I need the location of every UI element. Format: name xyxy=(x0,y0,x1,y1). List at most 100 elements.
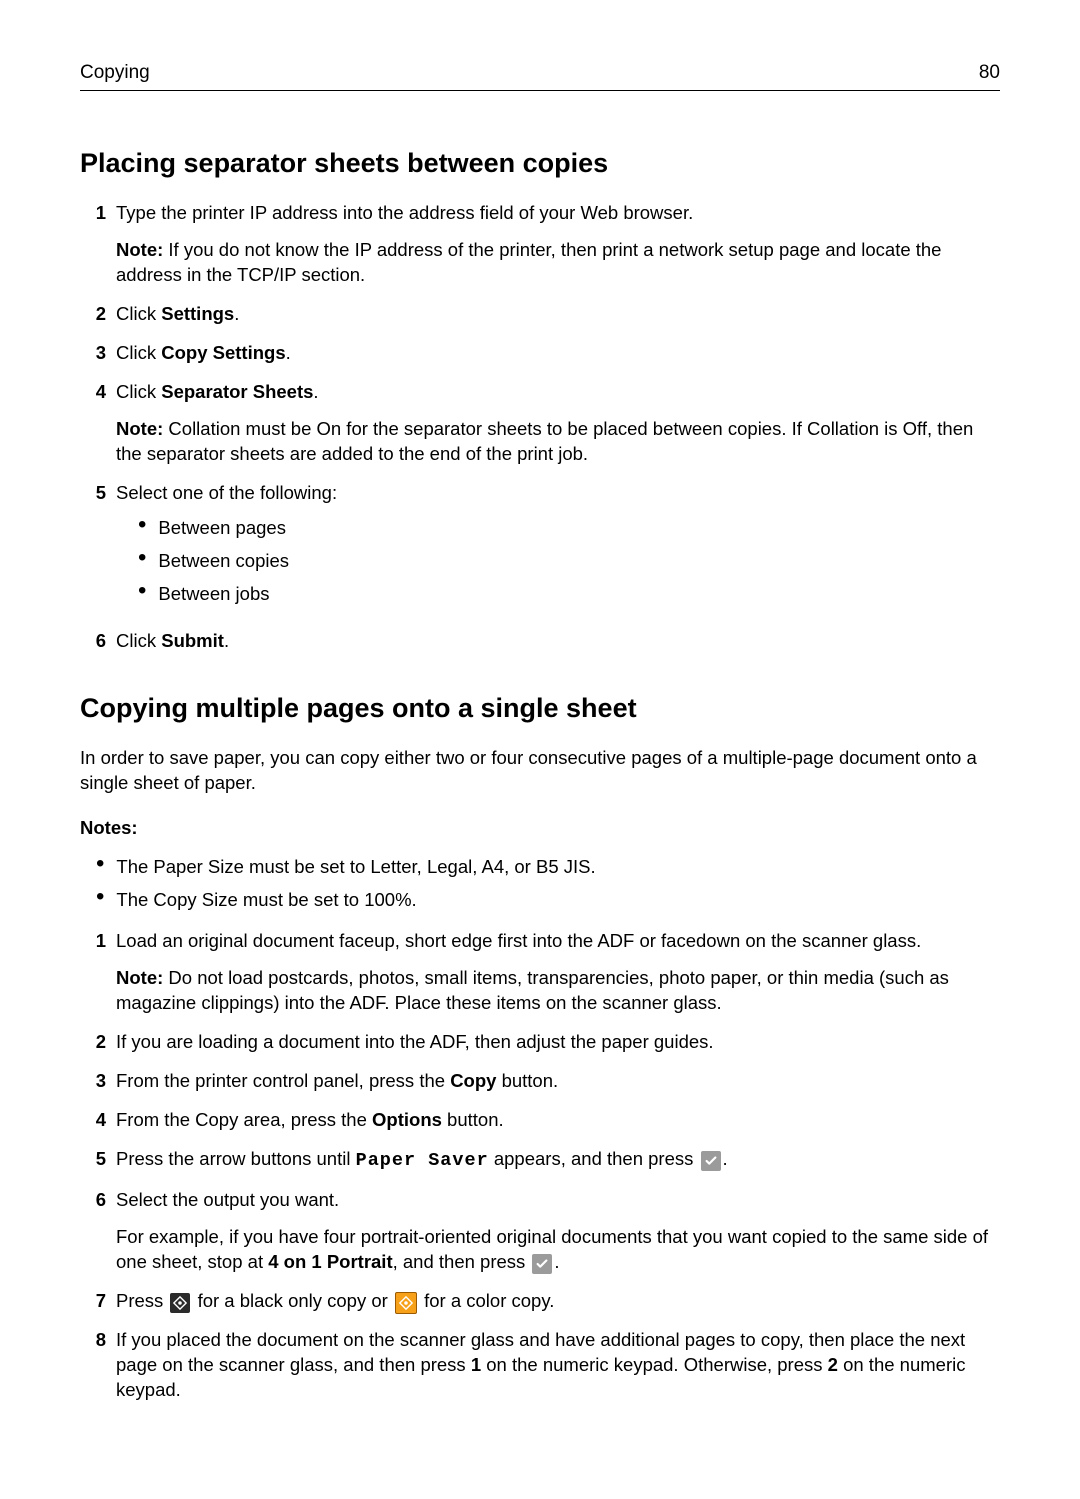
note-text: Do not load postcards, photos, small ite… xyxy=(116,967,949,1013)
step-text: If you are loading a document into the A… xyxy=(116,1031,714,1052)
step-body: Load an original document faceup, short … xyxy=(116,929,1000,1016)
note-label: Note: xyxy=(116,418,163,439)
step-number: 2 xyxy=(80,1030,106,1055)
step-mid: appears, and then press xyxy=(489,1148,699,1169)
step-body: Select the output you want. For example,… xyxy=(116,1188,1000,1275)
step-number: 8 xyxy=(80,1328,106,1353)
step-post: button. xyxy=(442,1109,504,1130)
step-pre: Press the arrow buttons until xyxy=(116,1148,356,1169)
bullet-item: Between jobs xyxy=(116,582,1000,607)
step-post: for a color copy. xyxy=(419,1290,554,1311)
step-pre: Click xyxy=(116,342,161,363)
step-pre: Click xyxy=(116,630,161,651)
steps-section1: 1 Type the printer IP address into the a… xyxy=(80,201,1000,654)
ui-label-separator-sheets: Separator Sheets xyxy=(161,381,313,402)
step-pre: Click xyxy=(116,303,161,324)
note-text: If you do not know the IP address of the… xyxy=(116,239,941,285)
note-label: Note: xyxy=(116,967,163,988)
start-black-button-icon xyxy=(170,1293,190,1313)
step-post: . xyxy=(224,630,229,651)
step-body: Click Separator Sheets. Note: Collation … xyxy=(116,380,1000,467)
step-number: 3 xyxy=(80,1069,106,1094)
notes-bullets: The Paper Size must be set to Letter, Le… xyxy=(80,855,1000,913)
ui-label-settings: Settings xyxy=(161,303,234,324)
step-number: 5 xyxy=(80,481,106,506)
bullet-item: The Paper Size must be set to Letter, Le… xyxy=(80,855,1000,880)
step-pre: From the Copy area, press the xyxy=(116,1109,372,1130)
step-body: From the Copy area, press the Options bu… xyxy=(116,1108,1000,1133)
step-body: From the printer control panel, press th… xyxy=(116,1069,1000,1094)
example-mid: , and then press xyxy=(393,1251,531,1272)
step-body: If you placed the document on the scanne… xyxy=(116,1328,1000,1403)
note-label: Note: xyxy=(116,239,163,260)
bullet-item: Between pages xyxy=(116,516,1000,541)
bullet-text: Between jobs xyxy=(158,582,269,607)
step: 2 If you are loading a document into the… xyxy=(80,1030,1000,1055)
step-pre: Click xyxy=(116,381,161,402)
step-example: For example, if you have four portrait-o… xyxy=(116,1225,1000,1275)
section-intro: In order to save paper, you can copy eit… xyxy=(80,746,1000,796)
step-post: . xyxy=(234,303,239,324)
check-button-icon xyxy=(532,1254,552,1274)
ui-label-copy: Copy xyxy=(450,1070,496,1091)
step-number: 1 xyxy=(80,201,106,226)
ui-label-options: Options xyxy=(372,1109,442,1130)
start-color-button-icon xyxy=(395,1292,417,1314)
step-body: Select one of the following: Between pag… xyxy=(116,481,1000,615)
step-text: Select the output you want. xyxy=(116,1189,339,1210)
step-number: 3 xyxy=(80,341,106,366)
step-body: Type the printer IP address into the add… xyxy=(116,201,1000,288)
step-mid: for a black only copy or xyxy=(192,1290,393,1311)
step-bullets: Between pages Between copies Between job… xyxy=(116,516,1000,607)
page-header: Copying 80 xyxy=(80,60,1000,91)
step: 2 Click Settings. xyxy=(80,302,1000,327)
bullet-text: The Copy Size must be set to 100%. xyxy=(116,888,416,913)
ui-label-submit: Submit xyxy=(161,630,224,651)
section-title-separator-sheets: Placing separator sheets between copies xyxy=(80,145,1000,181)
step-body: If you are loading a document into the A… xyxy=(116,1030,1000,1055)
bullet-text: Between copies xyxy=(158,549,289,574)
bullet-item: The Copy Size must be set to 100%. xyxy=(80,888,1000,913)
document-page: Copying 80 Placing separator sheets betw… xyxy=(0,0,1080,1499)
step-post: . xyxy=(286,342,291,363)
step-note: Note: Do not load postcards, photos, sma… xyxy=(116,966,1000,1016)
page-number: 80 xyxy=(979,60,1000,86)
display-text-paper-saver: Paper Saver xyxy=(356,1150,489,1171)
step-body: Press the arrow buttons until Paper Save… xyxy=(116,1147,1000,1174)
step: 4 From the Copy area, press the Options … xyxy=(80,1108,1000,1133)
example-post: . xyxy=(554,1251,559,1272)
step-body: Click Settings. xyxy=(116,302,1000,327)
bullet-item: Between copies xyxy=(116,549,1000,574)
step: 5 Press the arrow buttons until Paper Sa… xyxy=(80,1147,1000,1174)
step-pre: From the printer control panel, press th… xyxy=(116,1070,450,1091)
step-note: Note: If you do not know the IP address … xyxy=(116,238,1000,288)
step-number: 6 xyxy=(80,1188,106,1213)
step: 8 If you placed the document on the scan… xyxy=(80,1328,1000,1403)
notes-heading: Notes: xyxy=(80,816,1000,841)
step-text: Type the printer IP address into the add… xyxy=(116,202,693,223)
ui-label-copy-settings: Copy Settings xyxy=(161,342,285,363)
step: 4 Click Separator Sheets. Note: Collatio… xyxy=(80,380,1000,467)
step: 6 Select the output you want. For exampl… xyxy=(80,1188,1000,1275)
step-mid: on the numeric keypad. Otherwise, press xyxy=(481,1354,828,1375)
bullet-text: The Paper Size must be set to Letter, Le… xyxy=(116,855,595,880)
bullet-text: Between pages xyxy=(158,516,286,541)
step-text: Load an original document faceup, short … xyxy=(116,930,921,951)
step: 1 Load an original document faceup, shor… xyxy=(80,929,1000,1016)
step-post: . xyxy=(723,1148,728,1169)
step: 3 From the printer control panel, press … xyxy=(80,1069,1000,1094)
step-post: button. xyxy=(496,1070,558,1091)
step-post: . xyxy=(313,381,318,402)
step-number: 2 xyxy=(80,302,106,327)
keypad-1: 1 xyxy=(471,1354,481,1375)
step: 7 Press for a black only copy or for a c… xyxy=(80,1289,1000,1314)
ui-label-4-on-1-portrait: 4 on 1 Portrait xyxy=(268,1251,392,1272)
step-number: 6 xyxy=(80,629,106,654)
step: 3 Click Copy Settings. xyxy=(80,341,1000,366)
chapter-title: Copying xyxy=(80,60,150,86)
step-number: 4 xyxy=(80,380,106,405)
step-body: Click Copy Settings. xyxy=(116,341,1000,366)
step-number: 4 xyxy=(80,1108,106,1133)
steps-section2: 1 Load an original document faceup, shor… xyxy=(80,929,1000,1403)
check-button-icon xyxy=(701,1151,721,1171)
